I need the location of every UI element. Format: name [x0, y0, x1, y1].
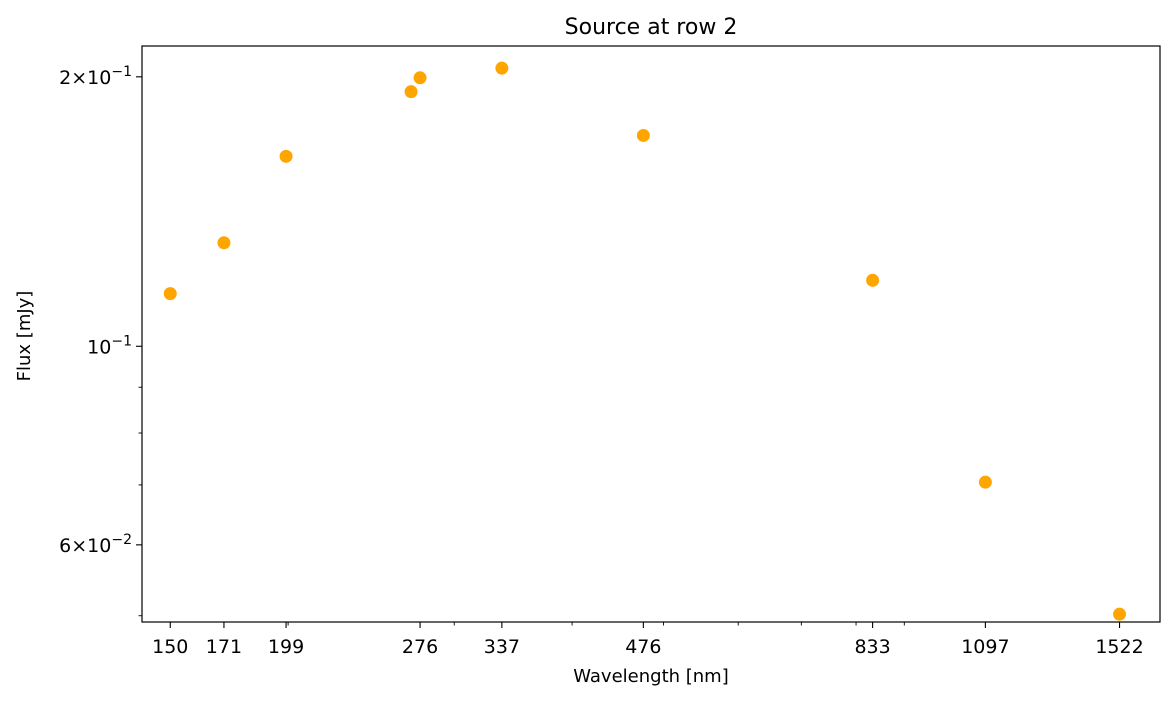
x-tick-label: 337 — [484, 636, 520, 658]
x-axis-label: Wavelength [nm] — [573, 666, 729, 687]
scatter-point — [1113, 607, 1127, 621]
x-tick-label: 833 — [854, 636, 890, 658]
scatter-point — [413, 71, 427, 85]
plot-frame — [141, 45, 1161, 623]
y-axis-label: Flux [mJy] — [14, 291, 35, 382]
y-tick-label: 2×10−1 — [59, 64, 132, 89]
scatter-point — [279, 149, 293, 163]
x-tick-label: 276 — [402, 636, 438, 658]
scatter-point — [636, 128, 650, 142]
x-tick-label: 150 — [152, 636, 188, 658]
scatter-point — [217, 236, 231, 250]
scatter-point — [866, 273, 880, 287]
y-tick-label: 10−1 — [87, 333, 132, 358]
x-tick-label: 171 — [206, 636, 242, 658]
chart-title: Source at row 2 — [565, 15, 738, 40]
x-tick-label: 1522 — [1095, 636, 1143, 658]
x-tick-label: 1097 — [961, 636, 1009, 658]
x-axis-ticks: 150 171 199 276 337 476 833 1097 1522 — [152, 622, 1144, 658]
scatter-point — [404, 85, 418, 99]
scatter-point — [978, 475, 992, 489]
scatter-point — [163, 287, 177, 301]
x-tick-label: 476 — [625, 636, 661, 658]
data-points — [163, 61, 1127, 621]
scatter-point — [495, 61, 509, 75]
y-axis-ticks: 6×10−2 10−1 2×10−1 — [59, 64, 142, 617]
y-tick-label: 6×10−2 — [59, 532, 132, 557]
x-tick-label: 199 — [268, 636, 304, 658]
